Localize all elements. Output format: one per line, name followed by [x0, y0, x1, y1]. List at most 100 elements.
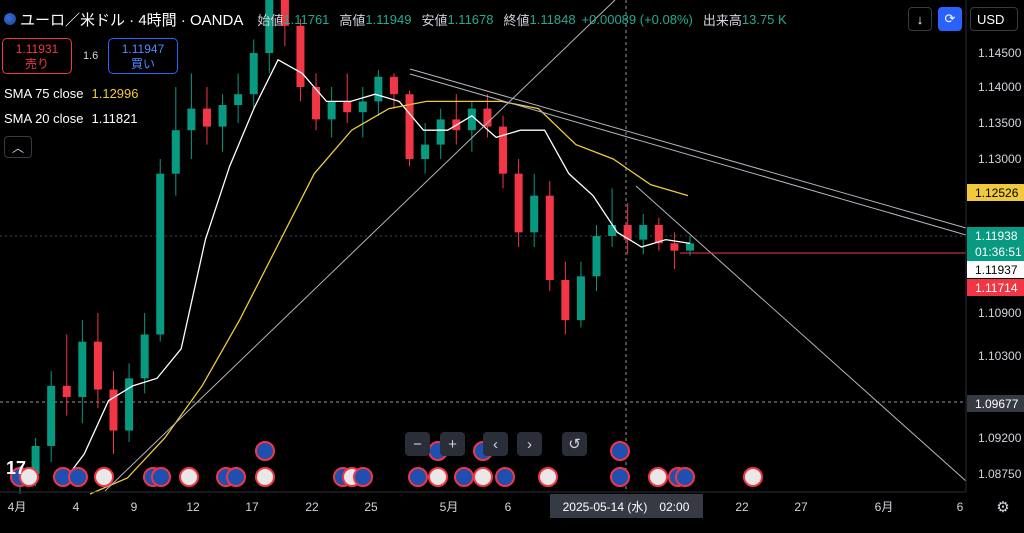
candle-body — [530, 195, 539, 233]
candle-body — [280, 0, 289, 26]
tradingview-logo-icon: 17 — [6, 458, 26, 478]
volume-label: 出来高 — [702, 12, 742, 28]
x-tick-label: 22 — [305, 500, 319, 514]
candle-body — [47, 385, 56, 446]
candle-body — [467, 108, 476, 131]
candle-body — [156, 173, 165, 335]
candle-body — [62, 385, 71, 397]
y-tick-label: 1.13000 — [978, 152, 1022, 166]
us-event-icon — [743, 467, 763, 487]
x-tick-label: 4月 — [8, 500, 27, 514]
currency-label: USD — [977, 11, 1005, 27]
indicator-sma75[interactable]: SMA 75 close 1.12996 — [4, 86, 139, 101]
scroll-right-button[interactable]: › — [517, 432, 542, 456]
x-tick-label: 27 — [794, 500, 808, 514]
reset-chart-button[interactable]: ↺ — [562, 432, 587, 456]
high-value: 1.11949 — [365, 11, 412, 27]
crosshair-time-bg — [550, 494, 703, 518]
currency-select[interactable]: USD — [970, 7, 1018, 31]
candle-body — [483, 108, 492, 127]
price-label: 1.09677 — [975, 397, 1019, 411]
us-event-icon — [94, 467, 114, 487]
buy-price: 1.11947 — [121, 42, 165, 56]
y-tick-label: 1.14500 — [978, 46, 1022, 60]
price-label-bg — [967, 279, 1024, 296]
open-label: 始値 — [257, 12, 284, 28]
us-event-icon — [473, 467, 493, 487]
sell-price: 1.11931 — [15, 42, 59, 56]
symbol-title[interactable]: ユーロ／米ドル · 4時間 · OANDA — [20, 11, 244, 29]
scroll-left-button[interactable]: ‹ — [483, 432, 508, 456]
volume-value: 13.75 K — [741, 11, 787, 27]
price-label: 1.11937 — [975, 263, 1018, 277]
us-event-icon — [648, 467, 668, 487]
candle-body — [93, 341, 102, 390]
download-icon[interactable]: ↓ — [908, 7, 932, 31]
buy-button[interactable]: 1.11947 買い — [108, 38, 178, 74]
sell-button[interactable]: 1.11931 売り — [2, 38, 72, 74]
candle-body — [202, 108, 211, 127]
y-tick-label: 1.14000 — [978, 80, 1022, 94]
us-event-icon — [538, 467, 558, 487]
low-value: 1.11678 — [447, 11, 494, 27]
candle-body — [514, 173, 523, 233]
candle-body — [436, 119, 445, 145]
eur-usd-flag-icon — [4, 13, 16, 25]
x-tick-label: 22 — [735, 500, 749, 514]
trendline-down-1 — [409, 68, 967, 229]
indicator-sma20[interactable]: SMA 20 close 1.11821 — [4, 111, 138, 126]
candle-body — [374, 76, 383, 102]
us-event-icon — [428, 467, 448, 487]
low-label: 安値 — [421, 12, 448, 28]
zoom-in-button[interactable]: + — [440, 432, 465, 456]
sma75-value: 1.12996 — [91, 86, 139, 101]
price-label-bg — [967, 184, 1024, 201]
refresh-icon[interactable]: ⟳ — [938, 7, 962, 31]
sma75-name: SMA 75 close — [4, 86, 84, 101]
price-label-bg — [967, 395, 1024, 412]
high-label: 高値 — [339, 12, 366, 28]
candle-body — [608, 225, 617, 236]
x-tick-label: 6月 — [875, 500, 894, 514]
candle-body — [623, 225, 632, 240]
candle-body — [187, 108, 196, 131]
candle-body — [249, 53, 258, 95]
eu-event-icon — [610, 441, 630, 461]
sma20-value: 1.11821 — [91, 111, 138, 126]
y-tick-label: 1.08750 — [978, 467, 1022, 481]
y-tick-label: 1.10900 — [978, 306, 1022, 320]
change-value: +0.00089 (+0.08%) — [581, 11, 693, 27]
zoom-out-button[interactable]: − — [405, 432, 430, 456]
x-tick-label: 25 — [364, 500, 378, 514]
price-label-bg — [967, 261, 1024, 278]
us-event-icon — [19, 467, 39, 487]
candle-body — [234, 94, 243, 105]
gear-icon[interactable]: ⚙ — [996, 499, 1010, 516]
eu-event-icon — [353, 467, 373, 487]
candle-body — [670, 243, 679, 251]
x-tick-label: 4 — [73, 500, 80, 514]
us-event-icon — [255, 467, 275, 487]
eu-event-icon — [454, 467, 474, 487]
eu-event-icon — [675, 467, 695, 487]
trendline-down-2 — [409, 73, 967, 236]
y-tick-label: 1.09200 — [978, 431, 1022, 445]
sma20-line — [59, 58, 691, 487]
candle-body — [639, 225, 648, 240]
eu-event-icon — [255, 441, 275, 461]
candle-body — [31, 446, 40, 474]
candle-body — [171, 130, 180, 174]
trendline-down-3 — [635, 185, 967, 482]
crosshair-time-label: 2025-05-14 (水) 02:00 — [563, 500, 690, 514]
candle-body — [343, 101, 352, 113]
chart-header: ユーロ／米ドル · 4時間 · OANDA 始値 1.11761 高値 1.11… — [0, 8, 793, 30]
open-value: 1.11761 — [283, 11, 330, 27]
chevron-up-icon[interactable]: ︿ — [4, 136, 32, 158]
eu-event-icon — [408, 467, 428, 487]
candle-body — [421, 144, 430, 159]
price-label: 1.12526 — [975, 186, 1019, 200]
x-tick-label: 17 — [245, 500, 259, 514]
candle-body — [576, 276, 585, 321]
candle-body — [561, 280, 570, 321]
